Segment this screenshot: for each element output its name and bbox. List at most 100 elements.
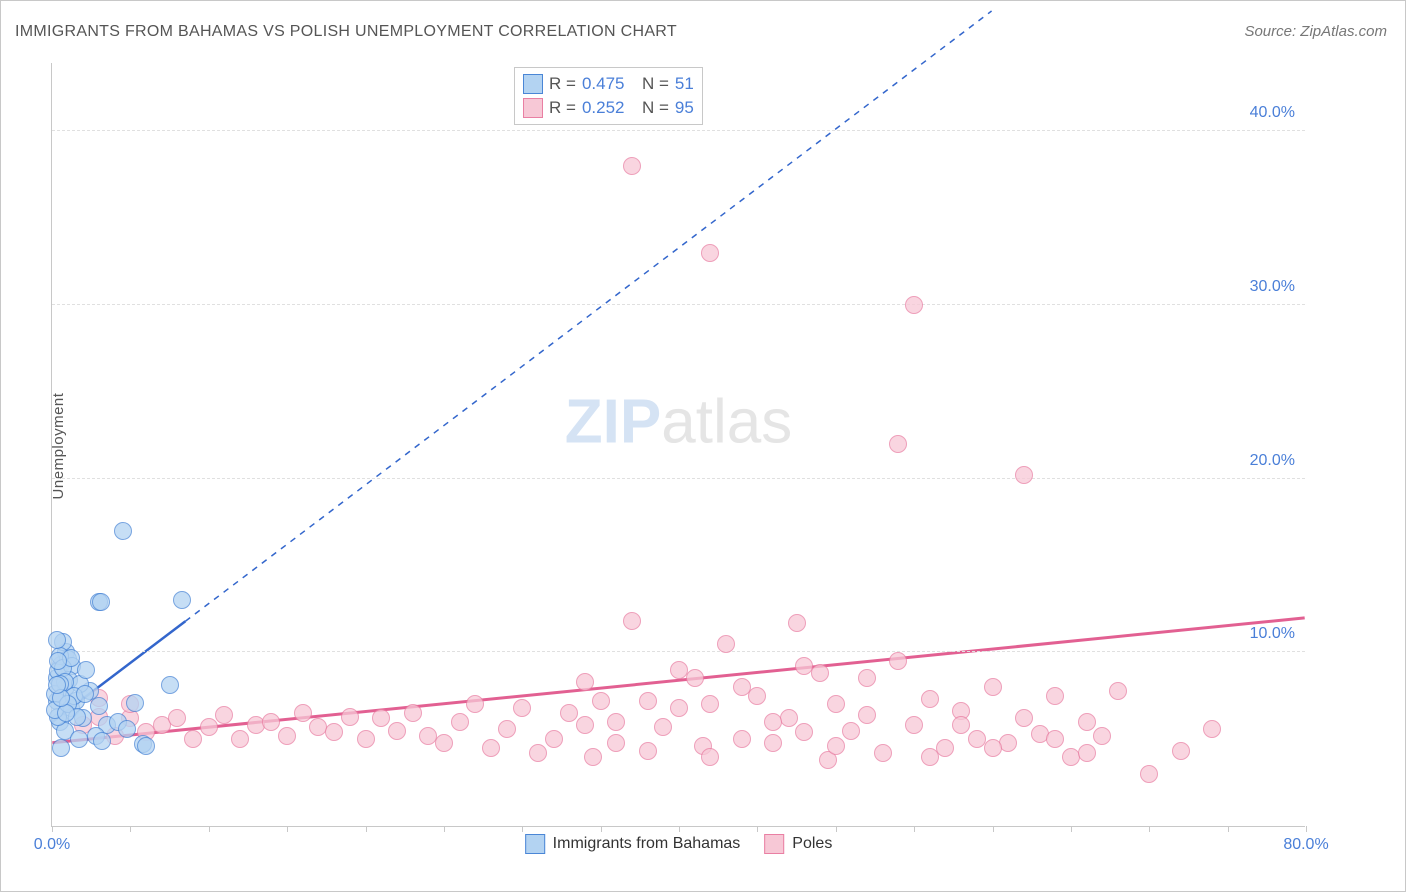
data-point bbox=[92, 593, 110, 611]
source-attribution: Source: ZipAtlas.com bbox=[1244, 23, 1387, 40]
data-point bbox=[184, 730, 202, 748]
data-point bbox=[48, 676, 66, 694]
data-point bbox=[670, 699, 688, 717]
data-point bbox=[889, 435, 907, 453]
n-label: N = bbox=[642, 98, 669, 118]
data-point bbox=[921, 748, 939, 766]
data-point bbox=[1109, 682, 1127, 700]
series-legend-item: Immigrants from Bahamas bbox=[525, 834, 741, 854]
data-point bbox=[76, 685, 94, 703]
y-tick-label: 30.0% bbox=[1250, 278, 1295, 296]
data-point bbox=[325, 723, 343, 741]
data-point bbox=[278, 727, 296, 745]
r-label: R = bbox=[549, 74, 576, 94]
data-point bbox=[936, 739, 954, 757]
data-point bbox=[764, 734, 782, 752]
data-point bbox=[984, 678, 1002, 696]
data-point bbox=[780, 709, 798, 727]
x-tick-mark bbox=[444, 826, 445, 832]
series-legend-label: Poles bbox=[792, 835, 832, 853]
data-point bbox=[168, 709, 186, 727]
data-point bbox=[52, 739, 70, 757]
data-point bbox=[1046, 730, 1064, 748]
series-legend-label: Immigrants from Bahamas bbox=[553, 835, 741, 853]
x-tick-mark bbox=[1149, 826, 1150, 832]
data-point bbox=[435, 734, 453, 752]
x-tick-mark bbox=[757, 826, 758, 832]
data-point bbox=[905, 296, 923, 314]
data-point bbox=[842, 722, 860, 740]
x-tick-mark bbox=[1071, 826, 1072, 832]
data-point bbox=[874, 744, 892, 762]
data-point bbox=[262, 713, 280, 731]
scatter-plot-area: ZIPatlas R =0.475N =51R =0.252N =95 Immi… bbox=[51, 63, 1305, 827]
x-tick-mark bbox=[130, 826, 131, 832]
data-point bbox=[984, 739, 1002, 757]
data-point bbox=[357, 730, 375, 748]
data-point bbox=[77, 661, 95, 679]
data-point bbox=[498, 720, 516, 738]
n-value: 95 bbox=[675, 98, 694, 118]
correlation-legend: R =0.475N =51R =0.252N =95 bbox=[514, 67, 703, 125]
x-tick-mark bbox=[366, 826, 367, 832]
data-point bbox=[623, 612, 641, 630]
y-tick-label: 40.0% bbox=[1250, 104, 1295, 122]
data-point bbox=[701, 748, 719, 766]
x-tick-label: 80.0% bbox=[1283, 836, 1328, 854]
data-point bbox=[48, 631, 66, 649]
data-point bbox=[341, 708, 359, 726]
data-point bbox=[827, 695, 845, 713]
data-point bbox=[733, 730, 751, 748]
data-point bbox=[670, 661, 688, 679]
data-point bbox=[118, 720, 136, 738]
data-point bbox=[639, 692, 657, 710]
legend-swatch bbox=[525, 834, 545, 854]
data-point bbox=[576, 716, 594, 734]
data-point bbox=[592, 692, 610, 710]
x-tick-mark bbox=[679, 826, 680, 832]
data-point bbox=[889, 652, 907, 670]
data-point bbox=[1172, 742, 1190, 760]
data-point bbox=[584, 748, 602, 766]
data-point bbox=[1015, 709, 1033, 727]
data-point bbox=[70, 730, 88, 748]
data-point bbox=[952, 716, 970, 734]
data-point bbox=[137, 737, 155, 755]
watermark-prefix: ZIP bbox=[565, 387, 661, 456]
data-point bbox=[57, 704, 75, 722]
data-point bbox=[1140, 765, 1158, 783]
data-point bbox=[215, 706, 233, 724]
x-tick-label: 0.0% bbox=[34, 836, 70, 854]
data-point bbox=[733, 678, 751, 696]
data-point bbox=[93, 732, 111, 750]
data-point bbox=[114, 522, 132, 540]
data-point bbox=[451, 713, 469, 731]
r-value: 0.475 bbox=[582, 74, 636, 94]
x-tick-mark bbox=[914, 826, 915, 832]
n-value: 51 bbox=[675, 74, 694, 94]
data-point bbox=[999, 734, 1017, 752]
x-tick-mark bbox=[601, 826, 602, 832]
data-point bbox=[49, 652, 67, 670]
data-point bbox=[90, 697, 108, 715]
legend-swatch bbox=[764, 834, 784, 854]
correlation-legend-row: R =0.252N =95 bbox=[523, 96, 694, 120]
data-point bbox=[576, 673, 594, 691]
data-point bbox=[607, 713, 625, 731]
data-point bbox=[686, 669, 704, 687]
data-point bbox=[905, 716, 923, 734]
data-point bbox=[701, 695, 719, 713]
data-point bbox=[858, 669, 876, 687]
data-point bbox=[811, 664, 829, 682]
watermark-suffix: atlas bbox=[661, 387, 792, 456]
data-point bbox=[764, 713, 782, 731]
data-point bbox=[1203, 720, 1221, 738]
y-tick-label: 20.0% bbox=[1250, 452, 1295, 470]
data-point bbox=[482, 739, 500, 757]
data-point bbox=[231, 730, 249, 748]
n-label: N = bbox=[642, 74, 669, 94]
data-point bbox=[795, 723, 813, 741]
grid-line bbox=[52, 130, 1305, 131]
data-point bbox=[858, 706, 876, 724]
data-point bbox=[161, 676, 179, 694]
